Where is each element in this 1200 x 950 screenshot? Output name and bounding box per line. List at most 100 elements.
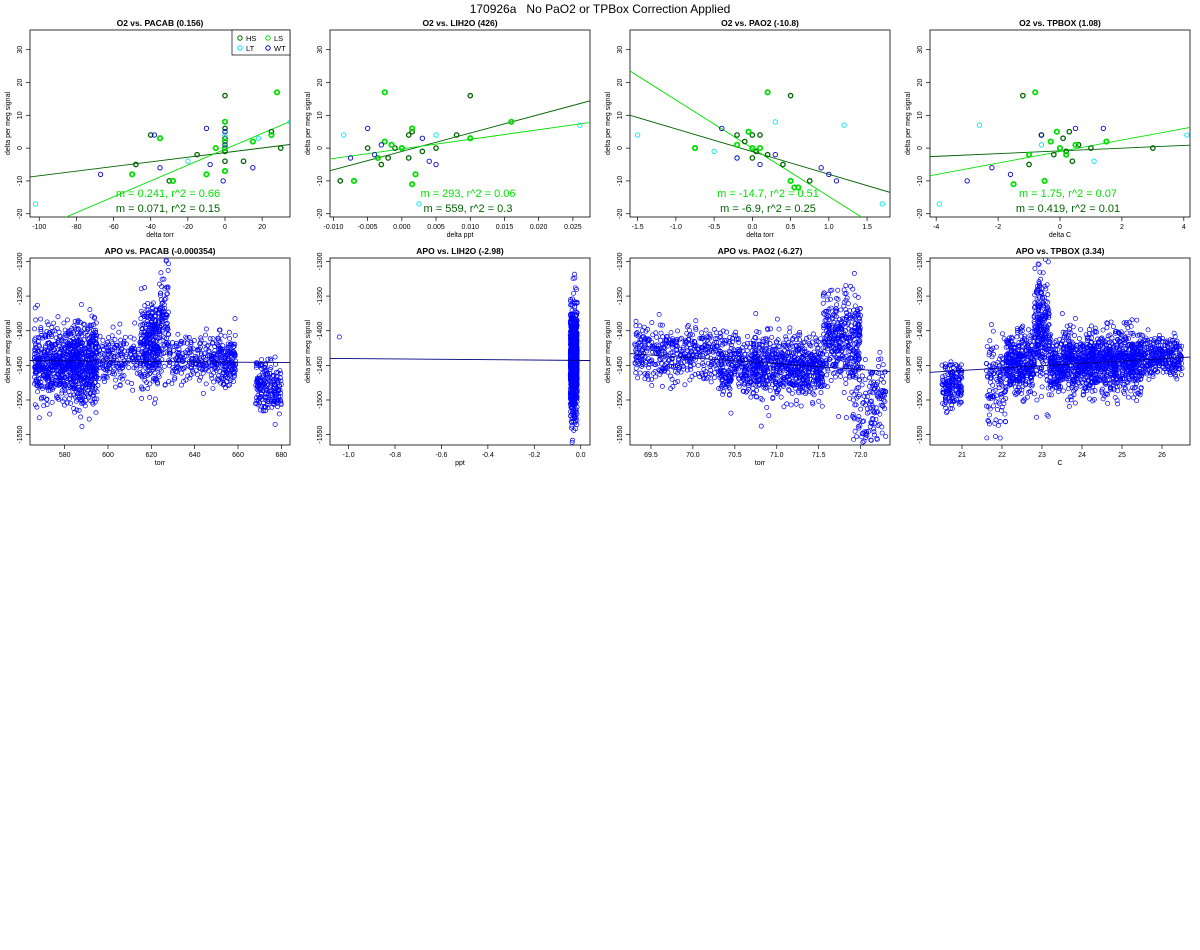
y-tick-label: -1450 [617,356,624,374]
data-point-apo [138,332,144,338]
data-point-lt [287,119,290,125]
data-point-apo [796,390,802,396]
data-point-apo [637,370,643,376]
data-point-apo [133,365,139,371]
y-tick-label: -1450 [317,356,324,374]
data-point-apo [157,335,163,341]
data-point-apo [180,365,186,371]
data-point-apo [154,335,160,341]
data-point-apo [669,350,675,356]
data-point-apo [200,370,206,376]
y-tick-label: -10 [17,176,24,186]
data-point-apo [158,318,164,324]
data-point-apo [726,361,731,367]
data-point-apo [745,386,751,392]
data-point-apo [188,339,194,345]
data-point-apo [110,350,116,356]
data-point-apo [79,424,85,429]
data-point-apo [778,394,784,400]
data-point-apo [756,329,762,335]
data-point-apo [570,437,576,443]
data-point-apo [797,358,802,364]
data-point-apo [203,346,209,352]
data-point-apo [222,368,228,373]
data-point-apo [668,373,674,379]
data-point-apo [834,302,840,308]
data-point-apo [258,391,264,397]
x-tick-label: -1.0 [343,452,355,459]
data-point-apo [138,308,144,314]
data-point-apo [701,366,707,372]
data-point-apo [819,403,825,409]
data-point-apo [33,341,38,347]
data-point-apo [92,385,98,391]
data-point-apo [794,398,799,403]
data-point-lt [711,148,717,155]
data-point-apo [174,362,179,368]
data-point-apo [113,342,119,348]
data-point-apo [657,357,663,363]
data-point-apo [259,379,264,385]
x-tick-label: 71.5 [812,452,826,459]
data-point-apo [751,374,757,380]
data-point-apo [801,381,807,387]
data-point-apo [792,381,798,387]
data-point-hs [749,132,756,138]
data-point-apo [56,382,62,388]
data-point-apo [104,348,110,354]
data-point-apo [163,258,169,263]
data-point-lt [577,122,583,128]
data-point-apo [165,331,171,337]
data-point-ls [221,138,229,145]
data-point-hs [147,132,154,138]
data-point-apo [152,377,158,383]
x-axis-label: delta ppt [447,232,474,239]
data-point-ls [221,118,229,125]
data-point-apo [573,393,579,399]
data-point-apo [165,268,171,273]
data-point-apo [656,343,662,349]
data-point-apo [152,400,157,406]
data-point-apo [197,341,203,347]
data-point-apo [278,370,284,376]
y-tick-label: 30 [17,46,24,54]
data-point-apo [81,374,87,380]
data-point-apo [685,322,691,328]
data-point-apo [746,373,752,379]
data-point-apo [747,355,752,361]
data-point-apo [33,317,39,323]
data-point-hs [1026,161,1032,168]
data-point-ls [764,89,771,96]
data-point-apo [569,376,575,382]
data-point-apo [163,296,169,301]
data-point-apo [635,355,641,361]
data-point-wt [833,178,840,184]
data-point-apo [642,338,648,344]
data-point-wt [97,171,104,178]
data-point-hs [194,151,200,158]
data-point-apo [151,376,157,382]
data-point-apo [44,375,50,380]
data-point-apo [572,335,577,341]
data-point-apo [739,361,745,367]
data-point-hs [1066,128,1073,135]
plot-frame [629,257,891,446]
data-point-apo [571,290,576,296]
data-point-apo [685,358,691,364]
data-point-hs [222,148,228,155]
data-point-hs [453,132,460,138]
data-point-apo [145,386,151,391]
data-point-apo [573,309,579,315]
x-tick-label: 0.020 [530,224,548,231]
data-point-apo [75,326,81,332]
data-point-apo [813,335,819,341]
data-point-apo [780,340,786,346]
data-point-apo [659,348,665,354]
data-point-apo [278,400,284,406]
y-tick-label: 10 [317,111,324,119]
fit-line-apo [30,360,290,364]
y-tick-label: -1400 [317,322,324,340]
data-point-apo [74,407,80,413]
data-point-apo [770,382,776,387]
data-point-apo [152,396,158,402]
